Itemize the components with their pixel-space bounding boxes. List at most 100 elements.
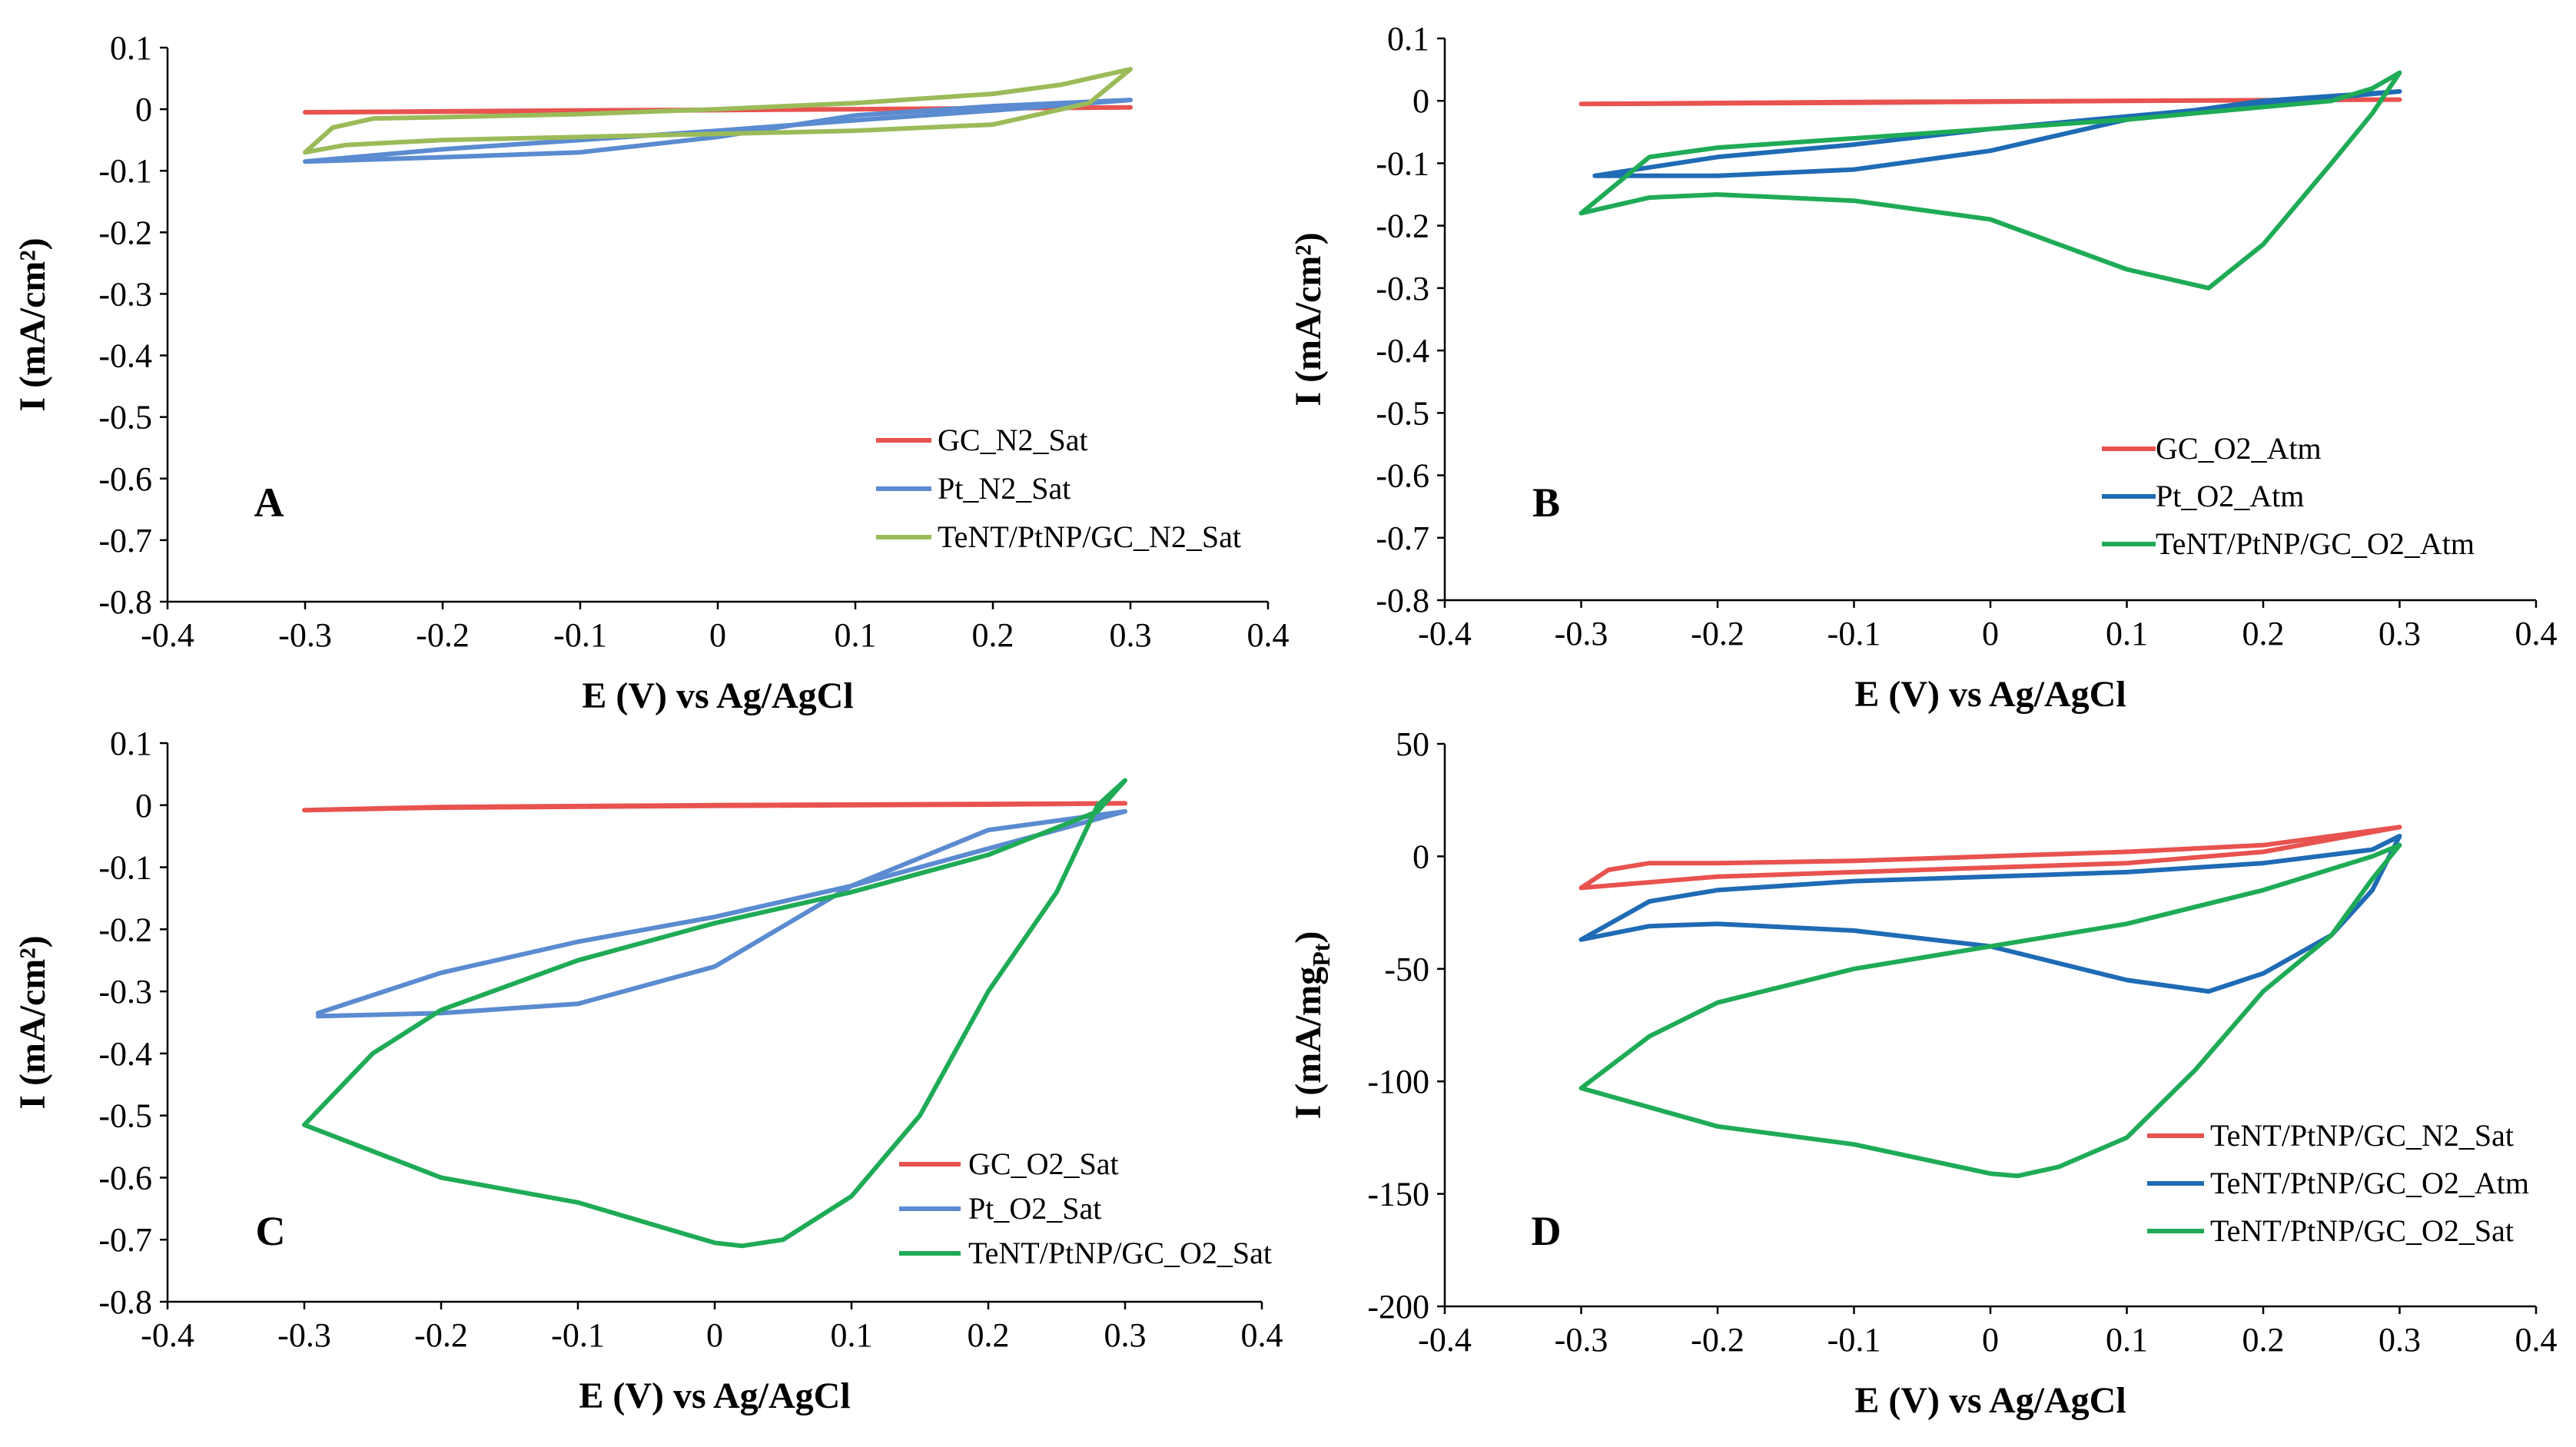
panel-a-y-tick-label: -0.1 (98, 152, 152, 190)
panel-a-x-axis-title: E (V) vs Ag/AgCl (582, 675, 853, 716)
panel-a-y-axis-title: I (mA/cm²) (12, 237, 53, 411)
panel-d-x-tick-label: -0.3 (1555, 1321, 1608, 1359)
panel-d-y-tick-label: -50 (1384, 951, 1429, 988)
panel-b-y-axis-title: I (mA/cm²) (1288, 232, 1329, 406)
panel-c-series-2-line (315, 808, 1127, 1019)
panel-d-y-tick-label: -100 (1367, 1063, 1429, 1100)
panel-d-legend-label: TeNT/PtNP/GC_O2_Sat (2210, 1213, 2514, 1248)
panel-a-y-tick-label: -0.4 (98, 337, 152, 375)
panel-c-y-tick-label: -0.5 (98, 1097, 152, 1135)
panel-b-legend-label: TeNT/PtNP/GC_O2_Atm (2156, 526, 2475, 561)
panel-c-y-tick-label: -0.4 (98, 1035, 152, 1073)
panel-a-x-tick-label: -0.4 (141, 616, 194, 654)
panel-a-y-tick-label: -0.2 (98, 214, 152, 251)
panel-c-series-1-line (302, 801, 1127, 813)
panel-c-y-tick-label: -0.3 (98, 973, 152, 1011)
panel-c-x-tick-label: 0.1 (831, 1316, 873, 1354)
panel-a-legend: GC_N2_Sat Pt_N2_Sat TeNT/PtNP/GC_N2_Sat (876, 423, 1241, 554)
panel-c-series-3-line (302, 778, 1127, 1249)
panel-c-legend-label: Pt_O2_Sat (968, 1191, 1101, 1226)
panel-a: 0.10-0.1-0.2-0.3-0.4-0.5-0.6-0.7-0.8-0.4… (12, 29, 1290, 716)
panel-b-x-tick-label: 0.4 (2515, 615, 2558, 652)
panel-c-legend: GC_O2_Sat Pt_O2_Sat TeNT/PtNP/GC_O2_Sat (899, 1147, 1272, 1270)
panel-b-y-tick-label: -0.4 (1376, 332, 1429, 370)
panel-a-series-3-line (303, 67, 1133, 155)
panel-a-x-tick-label: -0.2 (416, 616, 470, 654)
panel-d-x-tick-label: 0.2 (2242, 1321, 2285, 1359)
panel-d-x-tick-label: -0.1 (1827, 1321, 1881, 1359)
panel-c-x-axis-title: E (V) vs Ag/AgCl (579, 1376, 850, 1416)
panel-c-x-tick-label: -0.3 (277, 1316, 331, 1354)
panel-a-y-tick-label: -0.3 (98, 275, 152, 313)
panel-d: 50 0 -50 -100 -150 -200-0.4 -0.3 -0.2 -0.1 0 0.1 0.… (1288, 725, 2558, 1421)
panel-d-series-3-line (1578, 842, 2402, 1179)
panel-c-y-tick-label: -0.6 (98, 1159, 152, 1196)
panel-b: 0.10-0.1-0.2-0.3-0.4-0.5-0.6-0.7-0.8-0.4… (1288, 20, 2558, 715)
panel-a-x-tick-label: -0.1 (553, 616, 607, 654)
panel-d-x-tick-label: 0.4 (2515, 1321, 2558, 1359)
panel-b-y-tick-label: 0 (1412, 82, 1429, 120)
panel-c-y-tick-label: -0.7 (98, 1221, 152, 1259)
panel-b-series-3-line (1578, 70, 2402, 290)
panel-b-x-tick-label: -0.4 (1418, 615, 1472, 652)
panel-a-y-tick-label: -0.5 (98, 399, 152, 436)
panel-d-x-tick-label: -0.4 (1418, 1321, 1472, 1359)
panel-b-y-tick-label: -0.1 (1376, 144, 1429, 182)
panel-b-series-1-line (1578, 97, 2402, 107)
panel-a-x-tick-label: 0.1 (835, 616, 877, 654)
panel-b-y-tick-label: -0.3 (1376, 270, 1429, 307)
panel-d-x-tick-label: 0.3 (2378, 1321, 2421, 1359)
panel-d-y-tick-label: -200 (1367, 1288, 1429, 1326)
panel-d-series-2-line (1578, 834, 2402, 994)
panel-c-x-tick-label: 0.4 (1241, 1316, 1283, 1354)
panel-b-y-tick-label: -0.2 (1376, 207, 1429, 245)
panel-d-x-axis-title: E (V) vs Ag/AgCl (1854, 1380, 2126, 1421)
panel-d-x-tick-label: 0 (1982, 1321, 1999, 1359)
panel-c-x-tick-label: 0.3 (1104, 1316, 1147, 1354)
panel-c: 0.10-0.1-0.2-0.3-0.4-0.5-0.6-0.7-0.8-0.4… (12, 725, 1283, 1416)
panel-a-legend-label: Pt_N2_Sat (938, 471, 1071, 506)
panel-d-y-axis-title-end: ) (1288, 931, 1329, 944)
panel-a-x-tick-label: 0 (709, 616, 726, 654)
panel-a-series-2-line (303, 98, 1133, 164)
panel-c-x-tick-label: 0 (706, 1316, 723, 1354)
panel-b-y-tick-label: -0.5 (1376, 394, 1429, 432)
panel-d-series-1-line (1578, 825, 2402, 891)
panel-b-legend: GC_O2_Atm Pt_O2_Atm TeNT/PtNP/GC_O2_Atm (2102, 431, 2475, 561)
panel-d-label: D (1532, 1208, 1562, 1254)
panel-c-y-axis-title: I (mA/cm²) (12, 935, 53, 1109)
panel-b-x-tick-label: -0.3 (1555, 615, 1608, 652)
panel-b-x-tick-label: 0.2 (2242, 615, 2285, 652)
panel-c-legend-label: GC_O2_Sat (968, 1147, 1119, 1181)
panel-b-series-2-line (1592, 89, 2402, 178)
panel-a-x-tick-label: -0.3 (278, 616, 332, 654)
panel-a-legend-label: GC_N2_Sat (938, 423, 1088, 457)
panel-d-x-tick-label: 0.1 (2106, 1321, 2148, 1359)
panel-c-x-tick-label: -0.4 (141, 1316, 194, 1354)
panel-a-x-tick-label: 0.4 (1247, 616, 1290, 654)
panel-c-x-tick-label: -0.2 (414, 1316, 468, 1354)
panel-a-y-tick-label: -0.8 (98, 583, 152, 621)
panel-d-y-tick-label: -150 (1367, 1176, 1429, 1213)
panel-b-x-axis-title: E (V) vs Ag/AgCl (1854, 674, 2126, 715)
panel-b-x-tick-label: 0 (1982, 615, 1999, 652)
panel-a-x-tick-label: 0.2 (972, 616, 1014, 654)
panel-c-y-tick-label: 0.1 (110, 725, 152, 762)
panel-a-y-tick-label: 0 (135, 91, 152, 128)
panel-b-legend-label: GC_O2_Atm (2156, 431, 2322, 466)
panel-c-y-tick-label: -0.8 (98, 1283, 152, 1321)
panel-d-legend: TeNT/PtNP/GC_N2_Sat TeNT/PtNP/GC_O2_Atm Te… (2147, 1118, 2529, 1248)
panel-c-legend-label: TeNT/PtNP/GC_O2_Sat (968, 1236, 1272, 1270)
panel-c-x-tick-label: -0.1 (551, 1316, 605, 1354)
panel-b-x-tick-label: -0.1 (1827, 615, 1881, 652)
panel-b-legend-label: Pt_O2_Atm (2156, 479, 2304, 513)
panel-b-y-tick-label: -0.6 (1376, 457, 1429, 495)
panel-b-label: B (1532, 480, 1560, 526)
panel-c-y-tick-label: -0.1 (98, 849, 152, 887)
panel-a-y-tick-label: -0.6 (98, 460, 152, 498)
panel-a-legend-label: TeNT/PtNP/GC_N2_Sat (938, 519, 1241, 554)
panel-b-y-tick-label: -0.8 (1376, 582, 1429, 619)
panel-d-legend-label: TeNT/PtNP/GC_N2_Sat (2210, 1118, 2514, 1153)
panel-b-y-tick-label: -0.7 (1376, 519, 1429, 557)
